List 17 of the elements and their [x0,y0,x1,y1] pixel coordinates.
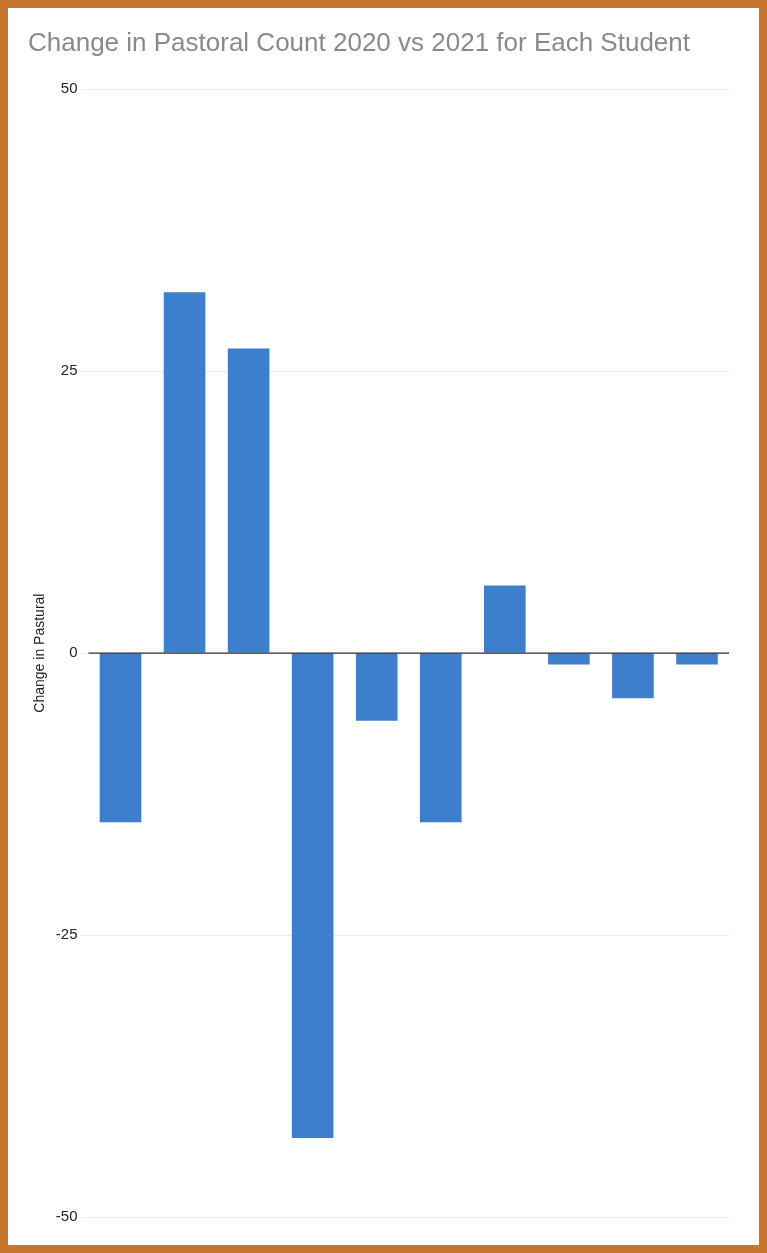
bar [676,653,718,665]
bar [419,653,462,823]
bar [548,653,590,665]
bar [227,348,270,653]
chart-title: Change in Pastoral Count 2020 vs 2021 for Each Student [28,26,691,57]
y-axis-title: Change in Pastural [31,593,48,713]
y-tick-label: 25 [60,361,78,379]
y-tick-label: -25 [55,925,78,943]
bar [612,653,654,699]
bar [355,653,398,721]
bar [291,653,334,1139]
bar [99,653,142,823]
y-tick-label: 50 [60,79,78,97]
bar [163,292,206,653]
bar [484,585,526,653]
y-tick-label: 0 [69,643,78,661]
y-tick-label: -50 [55,1207,78,1225]
